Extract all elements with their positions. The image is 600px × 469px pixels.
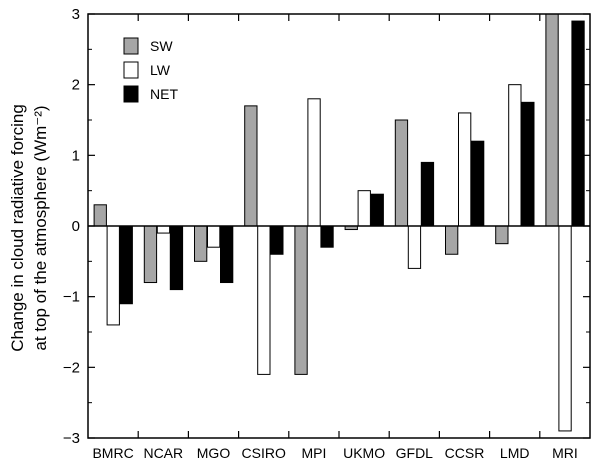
y-ticks: −3 −2 −1 0 1 2 3 <box>63 6 590 447</box>
x-tick-label-mgo: MGO <box>197 445 231 461</box>
x-ticks: BMRC NCAR MGO CSIRO MPI UKMO GFDL CCSR LMD MRI <box>92 14 578 461</box>
legend: SW LW NET <box>123 37 178 103</box>
bar-lw-ccsr <box>458 112 472 227</box>
bar-lw-ukmo <box>357 190 371 227</box>
bar-net-csiro <box>270 225 284 255</box>
bar-net-mri <box>571 20 585 227</box>
bar-lw-ncar <box>156 225 171 234</box>
bar-sw-gfdl <box>394 119 409 227</box>
bar-sw-lmd <box>495 225 509 245</box>
bar-net-ukmo <box>370 193 384 227</box>
x-tick-label-lmd: LMD <box>500 445 530 461</box>
x-tick-label-ncar: NCAR <box>143 445 183 461</box>
y-tick-label: 2 <box>72 77 80 94</box>
bar-net-gfdl <box>420 161 435 227</box>
bar-lw-mri <box>558 225 572 432</box>
bar-sw-mgo <box>194 225 208 262</box>
legend-swatch-net <box>123 85 139 103</box>
x-tick-label-mpi: MPI <box>301 445 326 461</box>
x-tick-label-mri: MRI <box>552 445 578 461</box>
bar-sw-ncar <box>143 225 158 284</box>
x-tick-label-bmrc: BMRC <box>92 445 133 461</box>
bar-sw-mri <box>545 13 559 227</box>
bar-sw-mpi <box>294 225 308 375</box>
bar-sw-csiro <box>244 105 258 227</box>
y-tick-label: 0 <box>72 218 80 235</box>
bar-net-ccsr <box>471 140 485 227</box>
y-tick-label: −2 <box>63 359 80 376</box>
bar-lw-gfdl <box>407 225 422 269</box>
y-tick-label: −3 <box>63 430 80 447</box>
legend-label-lw: LW <box>150 62 171 78</box>
y-tick-label: 3 <box>72 6 80 23</box>
y-axis-label-line-1: Change in cloud radiative forcing <box>8 104 27 352</box>
x-tick-label-ccsr: CCSR <box>445 445 485 461</box>
bar-net-ncar <box>169 225 184 291</box>
bar-net-bmrc <box>119 225 133 305</box>
legend-swatch-sw <box>123 37 139 55</box>
legend-swatch-lw <box>123 61 139 79</box>
bar-lw-lmd <box>508 84 522 227</box>
x-tick-label-gfdl: GFDL <box>396 445 434 461</box>
y-tick-label: −1 <box>63 289 80 306</box>
bars-layer <box>93 13 585 432</box>
legend-label-sw: SW <box>150 38 173 54</box>
bar-net-mpi <box>320 225 334 248</box>
y-axis-label-line-2: at top of the atmosphere (Wm⁻²) <box>31 105 50 350</box>
bar-lw-csiro <box>257 225 271 375</box>
bar-lw-bmrc <box>106 225 120 326</box>
x-tick-label-ukmo: UKMO <box>343 445 385 461</box>
y-tick-label: 1 <box>72 147 80 164</box>
legend-label-net: NET <box>150 86 178 102</box>
bar-net-mgo <box>220 225 234 284</box>
bar-lw-mgo <box>207 225 221 248</box>
bar-net-lmd <box>521 101 535 227</box>
bar-sw-ccsr <box>445 225 459 255</box>
y-axis-label: Change in cloud radiative forcing at top… <box>8 104 50 352</box>
x-tick-label-csiro: CSIRO <box>242 445 286 461</box>
bar-sw-bmrc <box>93 204 107 227</box>
bar-lw-mpi <box>307 98 321 227</box>
